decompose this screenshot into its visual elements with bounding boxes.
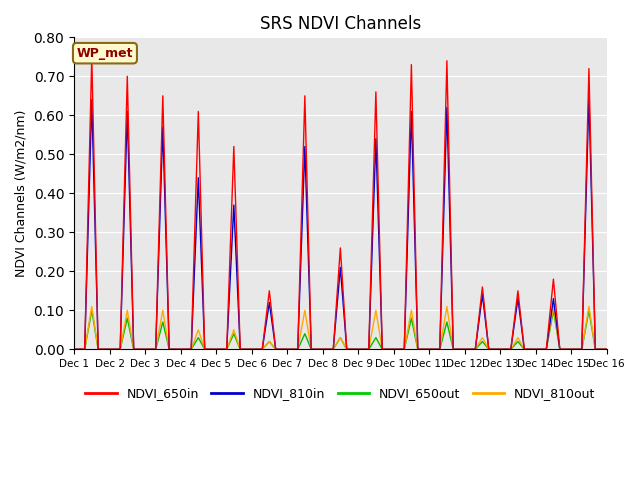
Line: NDVI_650in: NDVI_650in: [74, 57, 607, 349]
NDVI_650in: [550, 276, 557, 282]
Text: WP_met: WP_met: [77, 47, 133, 60]
Title: SRS NDVI Channels: SRS NDVI Channels: [260, 15, 421, 33]
NDVI_810in: [70, 347, 78, 352]
NDVI_650in: [496, 347, 504, 352]
NDVI_810out: [496, 347, 504, 352]
NDVI_650out: [514, 339, 522, 345]
Line: NDVI_650out: NDVI_650out: [74, 311, 607, 349]
NDVI_810out: [70, 347, 78, 352]
NDVI_650out: [603, 347, 611, 352]
NDVI_650out: [70, 347, 78, 352]
NDVI_810out: [603, 347, 611, 352]
NDVI_650in: [496, 347, 504, 352]
NDVI_650in: [124, 73, 131, 79]
NDVI_810out: [479, 335, 486, 340]
NDVI_650out: [88, 308, 95, 313]
NDVI_810in: [585, 93, 593, 99]
NDVI_810in: [507, 347, 515, 352]
NDVI_810in: [116, 347, 124, 352]
NDVI_650out: [124, 315, 131, 321]
NDVI_650in: [603, 347, 611, 352]
Line: NDVI_810out: NDVI_810out: [74, 306, 607, 349]
NDVI_650out: [479, 339, 486, 345]
NDVI_650out: [496, 347, 504, 352]
NDVI_650out: [550, 308, 557, 313]
NDVI_810out: [496, 347, 504, 352]
NDVI_650in: [88, 54, 95, 60]
NDVI_810in: [496, 347, 504, 352]
NDVI_650in: [70, 347, 78, 352]
NDVI_810in: [543, 347, 550, 352]
Y-axis label: NDVI Channels (W/m2/nm): NDVI Channels (W/m2/nm): [15, 109, 28, 277]
NDVI_650in: [479, 284, 486, 290]
NDVI_810in: [603, 347, 611, 352]
Line: NDVI_810in: NDVI_810in: [74, 96, 607, 349]
NDVI_810out: [514, 335, 522, 340]
NDVI_810out: [88, 303, 95, 309]
Legend: NDVI_650in, NDVI_810in, NDVI_650out, NDVI_810out: NDVI_650in, NDVI_810in, NDVI_650out, NDV…: [81, 383, 600, 406]
NDVI_650out: [496, 347, 504, 352]
NDVI_810in: [485, 347, 493, 352]
NDVI_810out: [124, 308, 131, 313]
NDVI_810in: [472, 347, 479, 352]
NDVI_810out: [550, 303, 557, 309]
NDVI_650in: [514, 288, 522, 294]
